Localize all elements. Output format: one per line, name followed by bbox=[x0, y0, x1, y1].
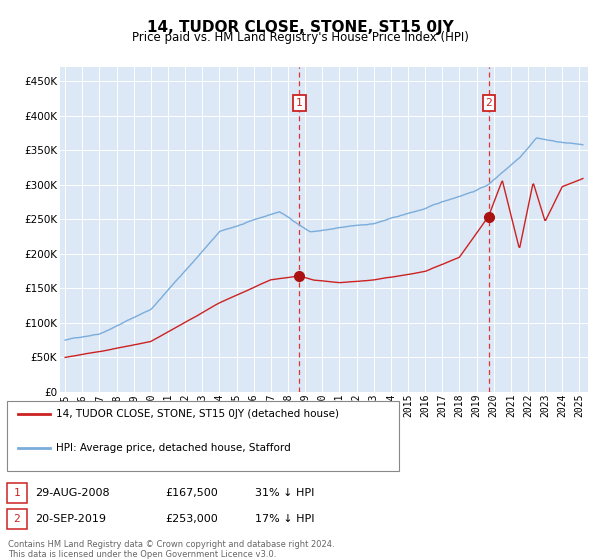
FancyBboxPatch shape bbox=[7, 483, 27, 503]
Text: 20-SEP-2019: 20-SEP-2019 bbox=[35, 514, 106, 524]
Text: 29-AUG-2008: 29-AUG-2008 bbox=[35, 488, 110, 498]
Text: 14, TUDOR CLOSE, STONE, ST15 0JY: 14, TUDOR CLOSE, STONE, ST15 0JY bbox=[146, 20, 454, 35]
Text: Contains HM Land Registry data © Crown copyright and database right 2024.
This d: Contains HM Land Registry data © Crown c… bbox=[8, 540, 335, 559]
Text: 1: 1 bbox=[14, 488, 20, 498]
FancyBboxPatch shape bbox=[7, 401, 399, 471]
Text: Price paid vs. HM Land Registry's House Price Index (HPI): Price paid vs. HM Land Registry's House … bbox=[131, 31, 469, 44]
Text: 1: 1 bbox=[296, 98, 303, 108]
Text: £167,500: £167,500 bbox=[165, 488, 218, 498]
Text: 14, TUDOR CLOSE, STONE, ST15 0JY (detached house): 14, TUDOR CLOSE, STONE, ST15 0JY (detach… bbox=[56, 409, 339, 419]
Text: 31% ↓ HPI: 31% ↓ HPI bbox=[255, 488, 314, 498]
Text: 2: 2 bbox=[14, 514, 20, 524]
Text: £253,000: £253,000 bbox=[165, 514, 218, 524]
FancyBboxPatch shape bbox=[7, 509, 27, 529]
Text: HPI: Average price, detached house, Stafford: HPI: Average price, detached house, Staf… bbox=[56, 443, 291, 453]
Text: 2: 2 bbox=[485, 98, 492, 108]
Text: 17% ↓ HPI: 17% ↓ HPI bbox=[255, 514, 314, 524]
